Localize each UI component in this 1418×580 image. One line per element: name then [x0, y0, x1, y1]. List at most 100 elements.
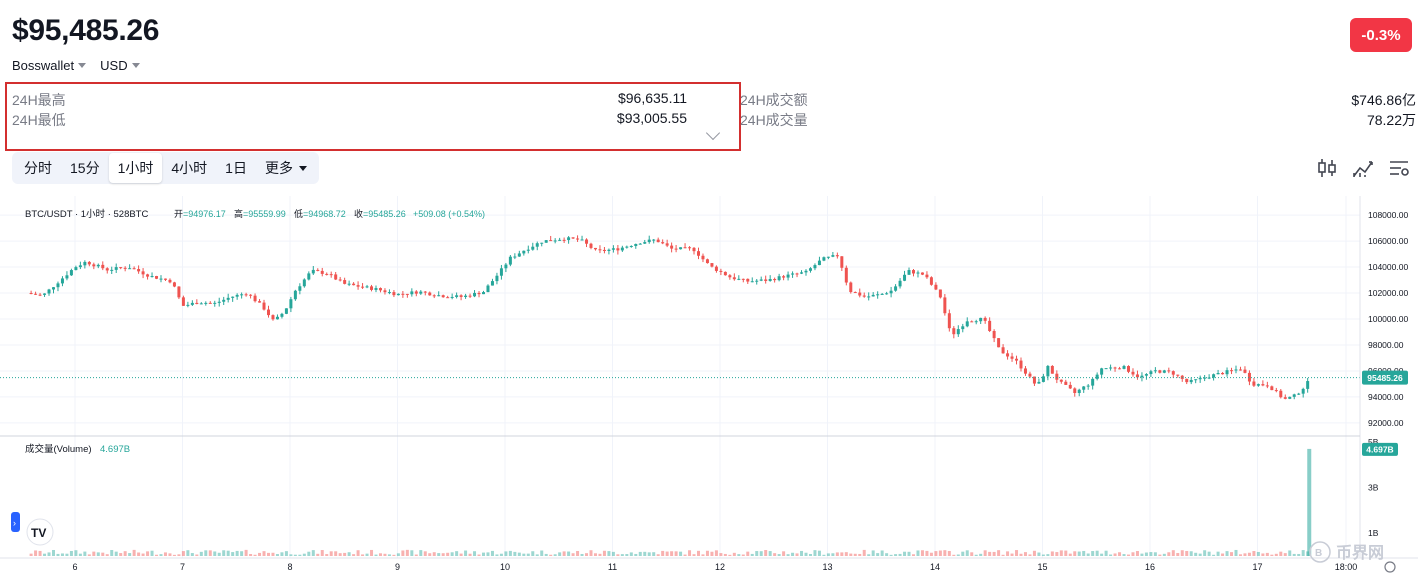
- volume-bar: [620, 554, 624, 556]
- volume-bar: [912, 554, 915, 556]
- volume-bar: [1122, 554, 1126, 556]
- volume-bar: [356, 550, 360, 556]
- candle-body: [576, 238, 580, 240]
- candle-body: [1153, 370, 1157, 372]
- tab-1h[interactable]: 1小时: [108, 153, 163, 183]
- indicators-icon[interactable]: [1352, 157, 1374, 179]
- volume-bar: [1162, 553, 1166, 556]
- volume-bar: [1283, 553, 1287, 556]
- tab-more-label: 更多: [264, 160, 293, 176]
- candle-body: [1113, 367, 1117, 369]
- candle-body: [876, 294, 880, 296]
- volume-bar: [302, 553, 306, 556]
- volume-bar: [1149, 552, 1153, 556]
- volume-bar: [634, 553, 638, 556]
- candle-body: [405, 293, 409, 295]
- volume-bar: [343, 552, 347, 556]
- candle-body: [1252, 381, 1256, 386]
- volume-bar: [419, 550, 423, 556]
- candle-body: [647, 239, 651, 243]
- volume-bar: [1256, 551, 1260, 556]
- volume-bar: [105, 554, 109, 556]
- volume-bar: [1019, 553, 1023, 556]
- volume-bar: [150, 550, 154, 556]
- tab-4h[interactable]: 4小时: [171, 160, 208, 176]
- volume-bar: [625, 554, 629, 556]
- volume-bar: [338, 553, 342, 556]
- volume-bar: [997, 550, 1001, 556]
- candle-body: [47, 289, 51, 294]
- volume-bar: [1006, 551, 1010, 556]
- volume-bar: [652, 552, 656, 556]
- volume-bar: [1288, 550, 1292, 556]
- volume-bar: [1301, 550, 1305, 556]
- volume-bar: [298, 554, 302, 556]
- candle-body: [795, 273, 799, 275]
- candle-body: [302, 279, 306, 287]
- volume-bar: [325, 554, 329, 556]
- volume-bar: [1153, 552, 1157, 556]
- volume-bar: [320, 550, 324, 556]
- candle-body: [356, 285, 360, 287]
- volume-bar: [365, 553, 369, 556]
- tradingview-logo[interactable]: TV: [26, 518, 54, 546]
- volume-bar: [598, 553, 602, 556]
- tab-more[interactable]: 更多: [256, 153, 316, 183]
- low-label: 24H最低: [12, 112, 66, 128]
- candle-body: [92, 264, 96, 267]
- settings-icon[interactable]: [1388, 157, 1410, 179]
- volume-bar: [719, 553, 723, 556]
- candle-body: [719, 270, 723, 272]
- volume-bar: [163, 552, 167, 556]
- tab-timeline[interactable]: 分时: [24, 160, 52, 176]
- candle-body: [343, 280, 347, 284]
- currency-select[interactable]: USD: [100, 58, 140, 73]
- candles-icon[interactable]: [1316, 157, 1338, 179]
- candle-body: [1247, 372, 1251, 382]
- candle-body: [146, 274, 150, 277]
- volume-bar: [1028, 554, 1032, 556]
- candle-body: [786, 274, 790, 278]
- tab-1d[interactable]: 1日: [225, 160, 247, 176]
- high-label: 24H最高: [12, 92, 66, 108]
- ohlc-legend: 开 =94976.17 高 =95559.99 低 =94968.72 收 =9…: [174, 208, 485, 219]
- volume-bar: [284, 551, 288, 556]
- candle-body: [396, 293, 400, 296]
- volume-bar: [665, 551, 669, 556]
- volume-bar: [670, 551, 674, 556]
- volume-bar: [1118, 552, 1122, 556]
- candle-body: [558, 239, 562, 241]
- candle-body: [755, 280, 759, 282]
- volume-bar: [1050, 551, 1054, 556]
- candle-body: [1140, 375, 1144, 378]
- volume-bar: [674, 551, 678, 556]
- watermark-coin-icon: B: [1315, 548, 1322, 559]
- volume-bar: [316, 553, 320, 556]
- volume-bar: [43, 553, 47, 556]
- volume-bar: [526, 553, 530, 556]
- volume-bar: [593, 553, 597, 556]
- candle-body: [316, 269, 320, 271]
- volume-bar: [1230, 552, 1234, 556]
- volume-bar: [1198, 553, 1202, 556]
- candle-body: [1109, 367, 1113, 369]
- volume-bar: [1086, 553, 1090, 556]
- candle-body: [907, 270, 911, 275]
- volume-bar: [786, 554, 790, 556]
- exchange-select[interactable]: Bosswallet: [12, 58, 87, 73]
- candle-body: [1261, 384, 1265, 386]
- volume-bar: [181, 551, 185, 556]
- volume-bar: [656, 554, 660, 556]
- volume-bar: [831, 553, 835, 556]
- volume-bar: [1109, 554, 1113, 556]
- volume-bar: [638, 551, 642, 556]
- candle-body: [804, 270, 808, 273]
- tab-15m[interactable]: 15分: [70, 160, 100, 176]
- candle-body: [150, 276, 154, 278]
- time-settings-icon[interactable]: [1384, 561, 1396, 573]
- volume-bar: [907, 551, 911, 556]
- volume-bar: [947, 551, 951, 556]
- expand-panel-button[interactable]: [11, 512, 20, 532]
- price-chart[interactable]: 108000.00 106000.00 104000.00 102000.00 1000…: [0, 196, 1418, 580]
